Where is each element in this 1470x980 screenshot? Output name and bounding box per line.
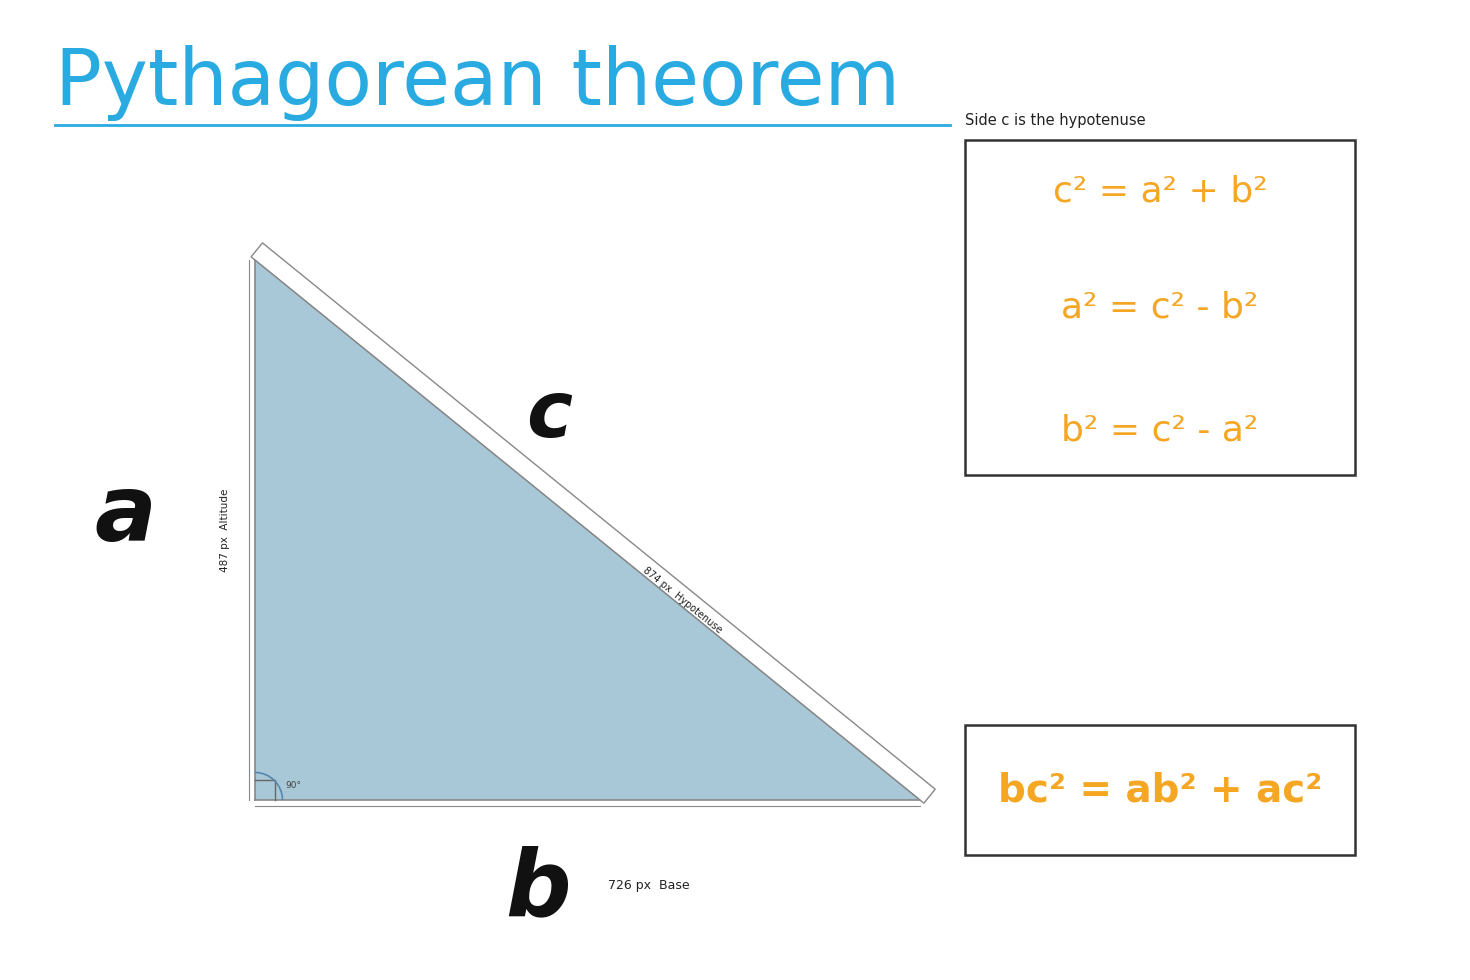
Bar	[964, 140, 1355, 475]
Text: b: b	[504, 845, 570, 935]
Text: 874 px  Hypotenuse: 874 px Hypotenuse	[641, 565, 723, 635]
Text: 487 px  Altitude: 487 px Altitude	[220, 488, 229, 571]
Text: 90°: 90°	[285, 781, 301, 790]
Text: bc² = ab² + ac²: bc² = ab² + ac²	[998, 771, 1322, 809]
Text: 726 px  Base: 726 px Base	[607, 878, 689, 892]
Text: a² = c² - b²: a² = c² - b²	[1061, 290, 1258, 324]
Bar	[964, 725, 1355, 855]
Text: a: a	[94, 470, 156, 560]
Text: c² = a² + b²: c² = a² + b²	[1053, 175, 1267, 209]
Text: b² = c² - a²: b² = c² - a²	[1061, 413, 1258, 447]
Polygon shape	[254, 260, 920, 800]
Text: Side c is the hypotenuse: Side c is the hypotenuse	[964, 113, 1145, 128]
Text: Pythagorean theorem: Pythagorean theorem	[54, 45, 900, 121]
Polygon shape	[251, 243, 935, 804]
Text: c: c	[526, 376, 572, 453]
